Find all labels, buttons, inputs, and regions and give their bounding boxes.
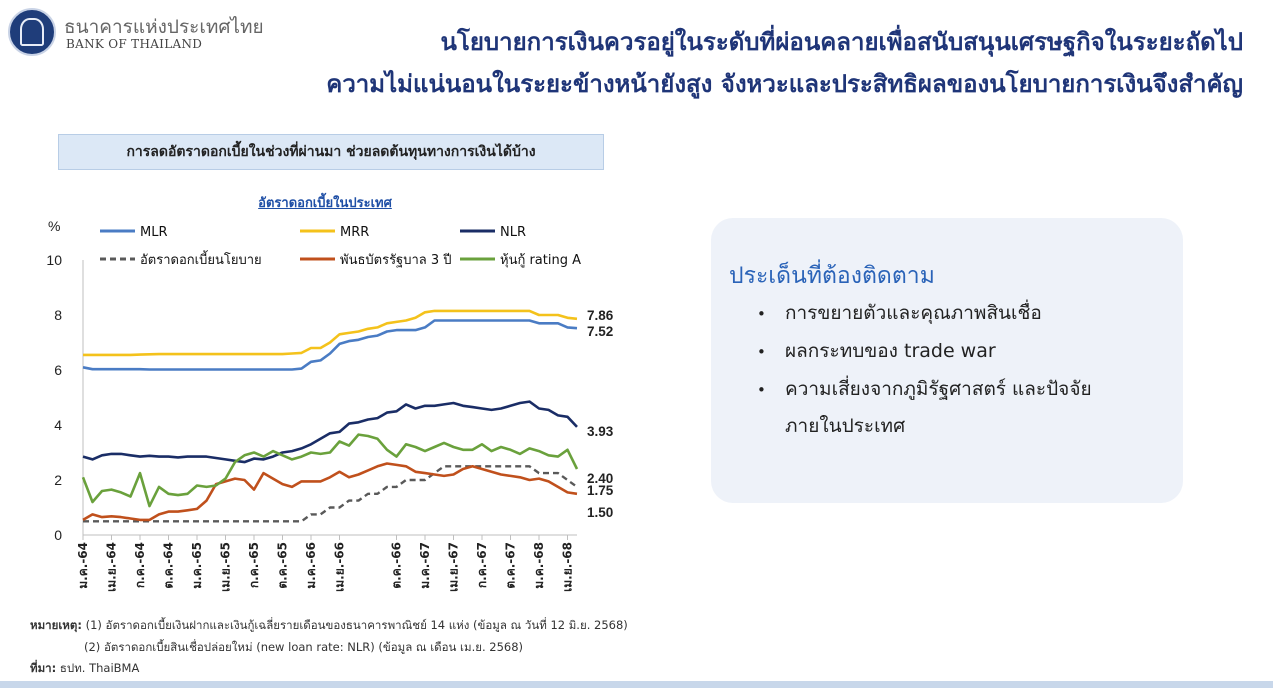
legend-label: อัตราดอกเบี้ยนโยบาย [140,250,262,268]
bank-logo [8,8,56,56]
legend-label: NLR [500,225,526,240]
series-line [83,465,578,523]
legend-label: พันธบัตรรัฐบาล 3 ปี [340,252,452,268]
watch-issues-panel: ประเด็นที่ต้องติดตาม • การขยายตัวและคุณภา… [711,218,1183,503]
source-label: ที่มา: [30,661,57,675]
series-end-label: 1.75 [587,483,614,498]
y-tick-label: 10 [46,252,62,268]
series-end-label: 3.93 [587,424,614,439]
y-tick-label: 6 [54,362,62,378]
x-tick-label: ม.ค.-68 [532,542,546,589]
x-tick-label: ม.ค.-67 [418,542,432,589]
org-name-thai: ธนาคารแห่งประเทศไทย [64,16,264,38]
series-end-label: 7.52 [587,324,613,339]
y-tick-label: 0 [54,527,62,543]
legend-label: MLR [140,225,168,240]
panel-title: ประเด็นที่ต้องติดตาม [729,263,935,289]
watch-issues-list: • การขยายตัวและคุณภาพสินเชื่อ • ผลกระทบของ… [739,304,1092,455]
footnotes: หมายเหตุ: (1) อัตราดอกเบี้ยเงินฝากและเงิ… [30,618,628,685]
x-tick-label: เม.ย.-67 [447,542,461,592]
note-1: (1) อัตราดอกเบี้ยเงินฝากและเงินกู้เฉลี่ย… [85,618,628,632]
bullet-icon: • [757,305,766,323]
source-text: ธปท. ThaiBMA [59,661,140,675]
org-name-english: BANK OF THAILAND [66,37,203,51]
series-line [81,433,579,508]
x-tick-label: ม.ค.-65 [190,542,204,589]
bullet-icon: • [757,343,766,361]
x-tick-label: ก.ค.-64 [133,542,147,588]
x-tick-label: ต.ค.-66 [390,542,404,589]
series-line [82,400,578,464]
chart-title: อัตราดอกเบี้ยในประเทศ [258,196,392,211]
interest-rate-chart: % 0 2 4 6 8 10 ม.ค.-64 เม.ย.-64 ก.ค.-64 ต.ค.-64 ม.ค… [46,218,614,592]
x-tick-label: ม.ค.-64 [76,542,90,589]
chart-subheading: การลดอัตราดอกเบี้ยในช่วงที่ผ่านมา ช่วยลด… [58,134,604,170]
series-line [82,319,578,371]
series-line [83,309,578,357]
x-tick-label: เม.ย.-66 [333,542,347,592]
series-end-label: 1.50 [587,505,613,520]
y-tick-label: 2 [54,472,62,488]
notes-label: หมายเหตุ: [30,618,82,632]
x-tick-label: ม.ค.-66 [304,542,318,589]
bullet-icon: • [757,381,766,399]
x-tick-label: เม.ย.-65 [219,542,233,592]
list-item-continuation: ภายในประเทศ [785,415,906,437]
page-title-line2: ความไม่แน่นอนในระยะข้างหน้ายังสูง จังหวะ… [326,70,1243,98]
list-item-text: ความเสี่ยงจากภูมิรัฐศาสตร์ และปัจจัย [785,378,1092,400]
series-end-label: 2.40 [587,471,613,486]
y-tick-label: 8 [54,307,62,323]
legend-label: MRR [340,225,369,240]
list-item-text: การขยายตัวและคุณภาพสินเชื่อ [785,302,1042,324]
x-tick-label: ต.ค.-67 [504,542,518,589]
legend-label: หุ้นกู้ rating A [500,253,581,268]
x-tick-label: ต.ค.-64 [162,542,176,589]
footer-bar [0,681,1273,688]
x-tick-label: ก.ค.-67 [475,542,489,588]
chart-subheading-text: การลดอัตราดอกเบี้ยในช่วงที่ผ่านมา ช่วยลด… [126,144,536,160]
note-2: (2) อัตราดอกเบี้ยสินเชื่อปล่อยใหม่ (new … [84,639,524,654]
y-axis-label: % [48,218,60,234]
emblem-icon [20,18,44,46]
series-end-label: 7.86 [587,308,614,323]
x-tick-label: ต.ค.-65 [276,542,290,589]
series-line [82,462,578,522]
y-tick-label: 4 [54,417,62,433]
list-item: • ความเสี่ยงจากภูมิรัฐศาสตร์ และปัจจัยภาย… [739,380,1092,436]
list-item: • ผลกระทบของ trade war [739,342,1092,361]
list-item: • การขยายตัวและคุณภาพสินเชื่อ [739,304,1092,323]
page-title-line1: นโยบายการเงินควรอยู่ในระดับที่ผ่อนคลายเพ… [440,28,1243,56]
x-tick-label: ก.ค.-65 [247,542,261,588]
x-tick-label: เม.ย.-64 [105,542,119,592]
x-tick-label: เม.ย.-68 [561,542,575,592]
list-item-text: ผลกระทบของ trade war [785,340,996,362]
